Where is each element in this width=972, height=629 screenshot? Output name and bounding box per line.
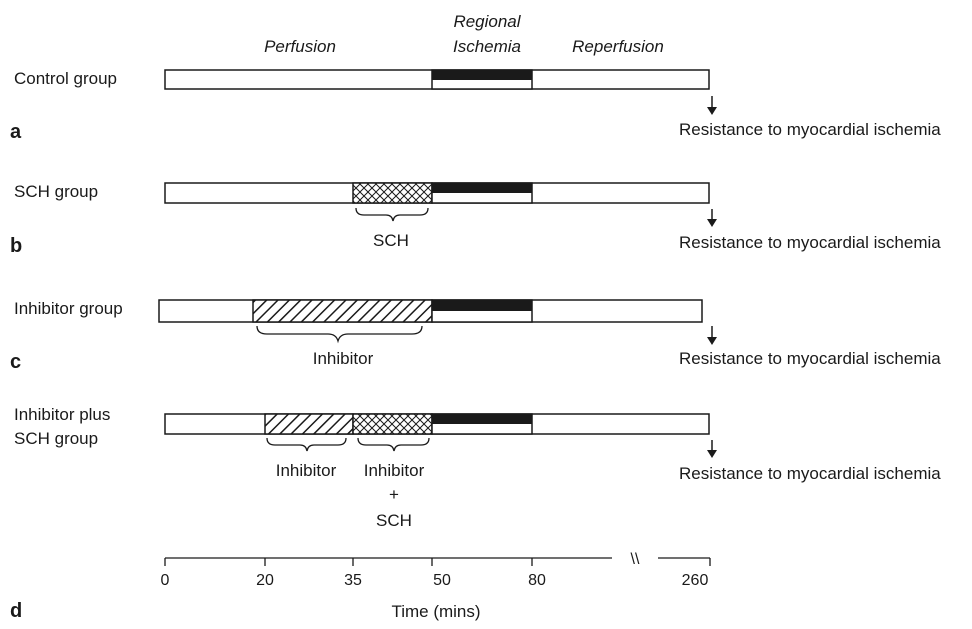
inhibitor-plus-sch-row: Inhibitor plus SCH group Inhibitor Inhib… <box>14 405 941 530</box>
arrow-head <box>707 107 717 115</box>
bracket-label-inhibitor: Inhibitor <box>276 461 337 480</box>
bracket-label: SCH <box>373 231 409 250</box>
group-label-line1: Inhibitor plus <box>14 405 110 424</box>
panel-letter-d: d <box>10 600 22 622</box>
sch-segment <box>352 182 433 204</box>
ischemia-fill <box>432 414 532 424</box>
panel-letter-c: c <box>10 351 21 373</box>
tick-label: 50 <box>433 572 451 589</box>
ischemia-fill <box>432 70 532 80</box>
inhibitor-group-row: Inhibitor group Inhibitor Resistance to … <box>10 299 941 373</box>
phase-reperfusion-label: Reperfusion <box>572 37 664 56</box>
brace <box>355 207 429 222</box>
group-label-line2: SCH group <box>14 429 98 448</box>
axis-title: Time (mins) <box>391 602 480 621</box>
bracket-label: Inhibitor <box>313 349 374 368</box>
inhibitor-sch-segment <box>352 413 433 435</box>
outcome-label: Resistance to myocardial ischemia <box>679 233 941 252</box>
inhibitor-segment <box>252 299 433 323</box>
outcome-label: Resistance to myocardial ischemia <box>679 349 941 368</box>
group-label: Inhibitor group <box>14 299 123 318</box>
arrow-head <box>707 219 717 227</box>
tick-label: 80 <box>528 572 546 589</box>
control-group-row: Control group Resistance to myocardial i… <box>10 69 941 143</box>
axis-break-mark: \\ <box>631 551 640 568</box>
outcome-label: Resistance to myocardial ischemia <box>679 120 941 139</box>
brace-inhibitor-sch <box>357 437 430 452</box>
group-label: SCH group <box>14 182 98 201</box>
brace <box>256 325 423 344</box>
bracket-label-inhibitor-sch-2: + <box>389 485 399 504</box>
phase-ischemia-label: Ischemia <box>453 37 521 56</box>
phase-perfusion-label: Perfusion <box>264 37 336 56</box>
brace-inhibitor <box>266 437 347 452</box>
time-axis: \\ 0 20 35 50 80 260 Time (mins) d <box>10 551 711 622</box>
group-label: Control group <box>14 69 117 88</box>
tick-label: 0 <box>161 572 170 589</box>
arrow-head <box>707 450 717 458</box>
phase-regional-label: Regional <box>453 12 521 31</box>
ischemia-fill <box>432 300 532 311</box>
panel-letter-a: a <box>10 121 22 143</box>
bracket-label-inhibitor-sch-3: SCH <box>376 511 412 530</box>
outcome-label: Resistance to myocardial ischemia <box>679 464 941 483</box>
arrow-head <box>707 337 717 345</box>
tick-label: 35 <box>344 572 362 589</box>
bracket-label-inhibitor-sch-1: Inhibitor <box>364 461 425 480</box>
ischemia-fill <box>432 183 532 193</box>
inhibitor-segment <box>264 413 354 435</box>
tick-label: 260 <box>682 572 709 589</box>
sch-group-row: SCH group SCH Resistance to myocardial i… <box>10 182 941 257</box>
tick-label: 20 <box>256 572 274 589</box>
panel-letter-b: b <box>10 235 22 257</box>
